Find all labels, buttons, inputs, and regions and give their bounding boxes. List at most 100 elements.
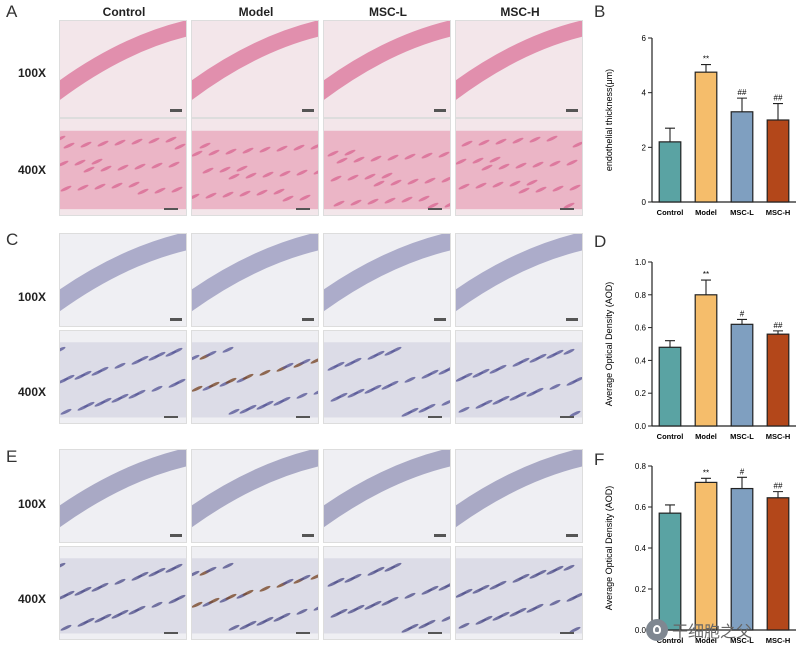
chart-d-ytick-label: 0.0 [635,422,647,431]
micrograph-e-100x-msc-l [323,449,451,543]
chart-b-error-bar [773,103,783,120]
chart-d-svg: Average Optical Density (AOD) 0.0 0.2 0.4 0.… [604,258,796,441]
chart-f-ytick-label: 0.8 [635,462,647,471]
chart-d: Average Optical Density (AOD) 0.0 0.2 0.4 0.… [600,246,800,451]
chart-f-svg: Average Optical Density (AOD) 0.0 0.2 0.4 0.… [604,462,796,645]
micrograph-texture [324,234,450,321]
micrograph-texture [192,234,318,321]
chart-b-ytick-label: 2 [642,143,647,152]
micrograph-a-400x-msc-h [455,118,583,216]
chart-f-category-label: MSC-H [766,636,791,645]
chart-f-error-bar [737,476,747,489]
column-header-model: Model [238,5,274,19]
chart-b-category-label: Model [695,208,717,217]
chart-f-significance: ## [774,482,783,491]
chart-f-significance: ** [703,468,709,477]
micrograph-texture [456,342,582,418]
chart-b-bar [658,141,682,203]
row-label-c-100x: 100X [18,290,47,304]
micrograph-texture [60,234,186,321]
chart-f-ytick-label: 0.0 [635,626,647,635]
micrograph-c-100x-msc-h [455,233,583,327]
chart-d-bar [694,294,718,427]
chart-b-ylabel: endothelial thickness(μm) [604,69,614,171]
row-label-e-400x: 400X [18,592,47,606]
micrograph-e-100x-control [59,449,187,543]
chart-b-significance: ## [774,94,783,103]
chart-f-category-label: Control [657,636,684,645]
chart-d-error-bar [737,318,747,325]
chart-d-ytick-label: 0.8 [635,291,647,300]
chart-d-category-label: MSC-H [766,432,791,441]
micrograph-c-100x-control [59,233,187,327]
micrograph-texture [60,21,186,112]
panel-letter-c: C [6,230,19,249]
micrograph-texture [456,450,582,537]
chart-d-error-bar [773,330,783,335]
chart-d-ytick-label: 1.0 [635,258,647,267]
micrograph-a-400x-model [191,118,319,216]
panel-letter-d: D [594,232,607,251]
chart-b-bar [766,119,790,203]
micrograph-e-100x-model [191,449,319,543]
chart-b-svg: endothelial thickness(μm) 0 2 4 6 Control ** Mo… [604,34,796,217]
micrograph-a-400x-control [59,118,187,216]
row-label-a-100x: 100X [18,66,47,80]
chart-b-error-bar [665,127,675,142]
panel-letter-b: B [594,2,606,21]
chart-d-significance: ** [703,270,709,279]
watermark-text: 干细胞之父 [672,622,753,641]
row-label-e-100x: 100X [18,497,47,511]
chart-f-bar [766,497,790,631]
micrograph-e-400x-model [191,546,319,640]
micrograph-texture [456,234,582,321]
chart-f-category-label: MSC-L [730,636,754,645]
chart-f-error-bar [773,491,783,498]
watermark: 干细胞之父 [646,612,802,648]
micrograph-a-100x-msc-l [323,20,451,118]
micrograph-texture [324,21,450,112]
chart-b-ytick-label: 0 [642,198,647,207]
micrograph-texture [60,450,186,537]
chart-b-significance: ## [738,88,747,97]
micrograph-e-400x-msc-l [323,546,451,640]
chart-d-significance: ## [774,321,783,330]
micrograph-a-100x-control [59,20,187,118]
chart-b-bar [694,71,718,203]
chart-d-category-label: Control [657,432,684,441]
chart-d-ytick-label: 0.2 [635,389,647,398]
chart-d-bar [658,346,682,427]
chart-d-category-label: MSC-L [730,432,754,441]
micrograph-a-400x-msc-l [323,118,451,216]
micrograph-texture [192,558,318,634]
chart-f-ytick-label: 0.4 [635,544,647,553]
panel-letter-a: A [6,2,18,21]
chart-f-significance: # [740,467,745,476]
chart-d-ytick-label: 0.4 [635,356,647,365]
chart-b-error-bar [701,63,711,73]
chart-b-category-label: MSC-H [766,208,791,217]
micrograph-c-100x-msc-l [323,233,451,327]
chart-b-category-label: MSC-L [730,208,754,217]
chart-f: Average Optical Density (AOD) 0.0 0.2 0.4 0.… [600,450,800,655]
micrograph-texture [324,130,450,210]
micrograph-texture [60,558,186,634]
chart-b: endothelial thickness(μm) 0 2 4 6 Control ** Mo… [600,22,800,227]
micrograph-a-100x-model [191,20,319,118]
chart-f-ytick-label: 0.6 [635,503,647,512]
micrograph-texture [324,342,450,418]
column-header-msc-l: MSC-L [369,5,407,19]
chart-b-category-label: Control [657,208,684,217]
micrograph-e-100x-msc-h [455,449,583,543]
micrograph-texture [192,21,318,112]
panel-letter-f: F [594,450,605,469]
chart-d-significance: # [740,309,745,318]
chart-f-error-bar [665,504,675,514]
chart-b-error-bar [737,97,747,112]
chart-b-ytick-label: 6 [642,34,647,43]
chart-d-error-bar [665,340,675,348]
chart-d-bar [766,333,790,427]
chart-f-ytick-label: 0.2 [635,585,647,594]
panel-letter-e: E [6,447,18,466]
chart-f-ylabel: Average Optical Density (AOD) [604,486,614,610]
